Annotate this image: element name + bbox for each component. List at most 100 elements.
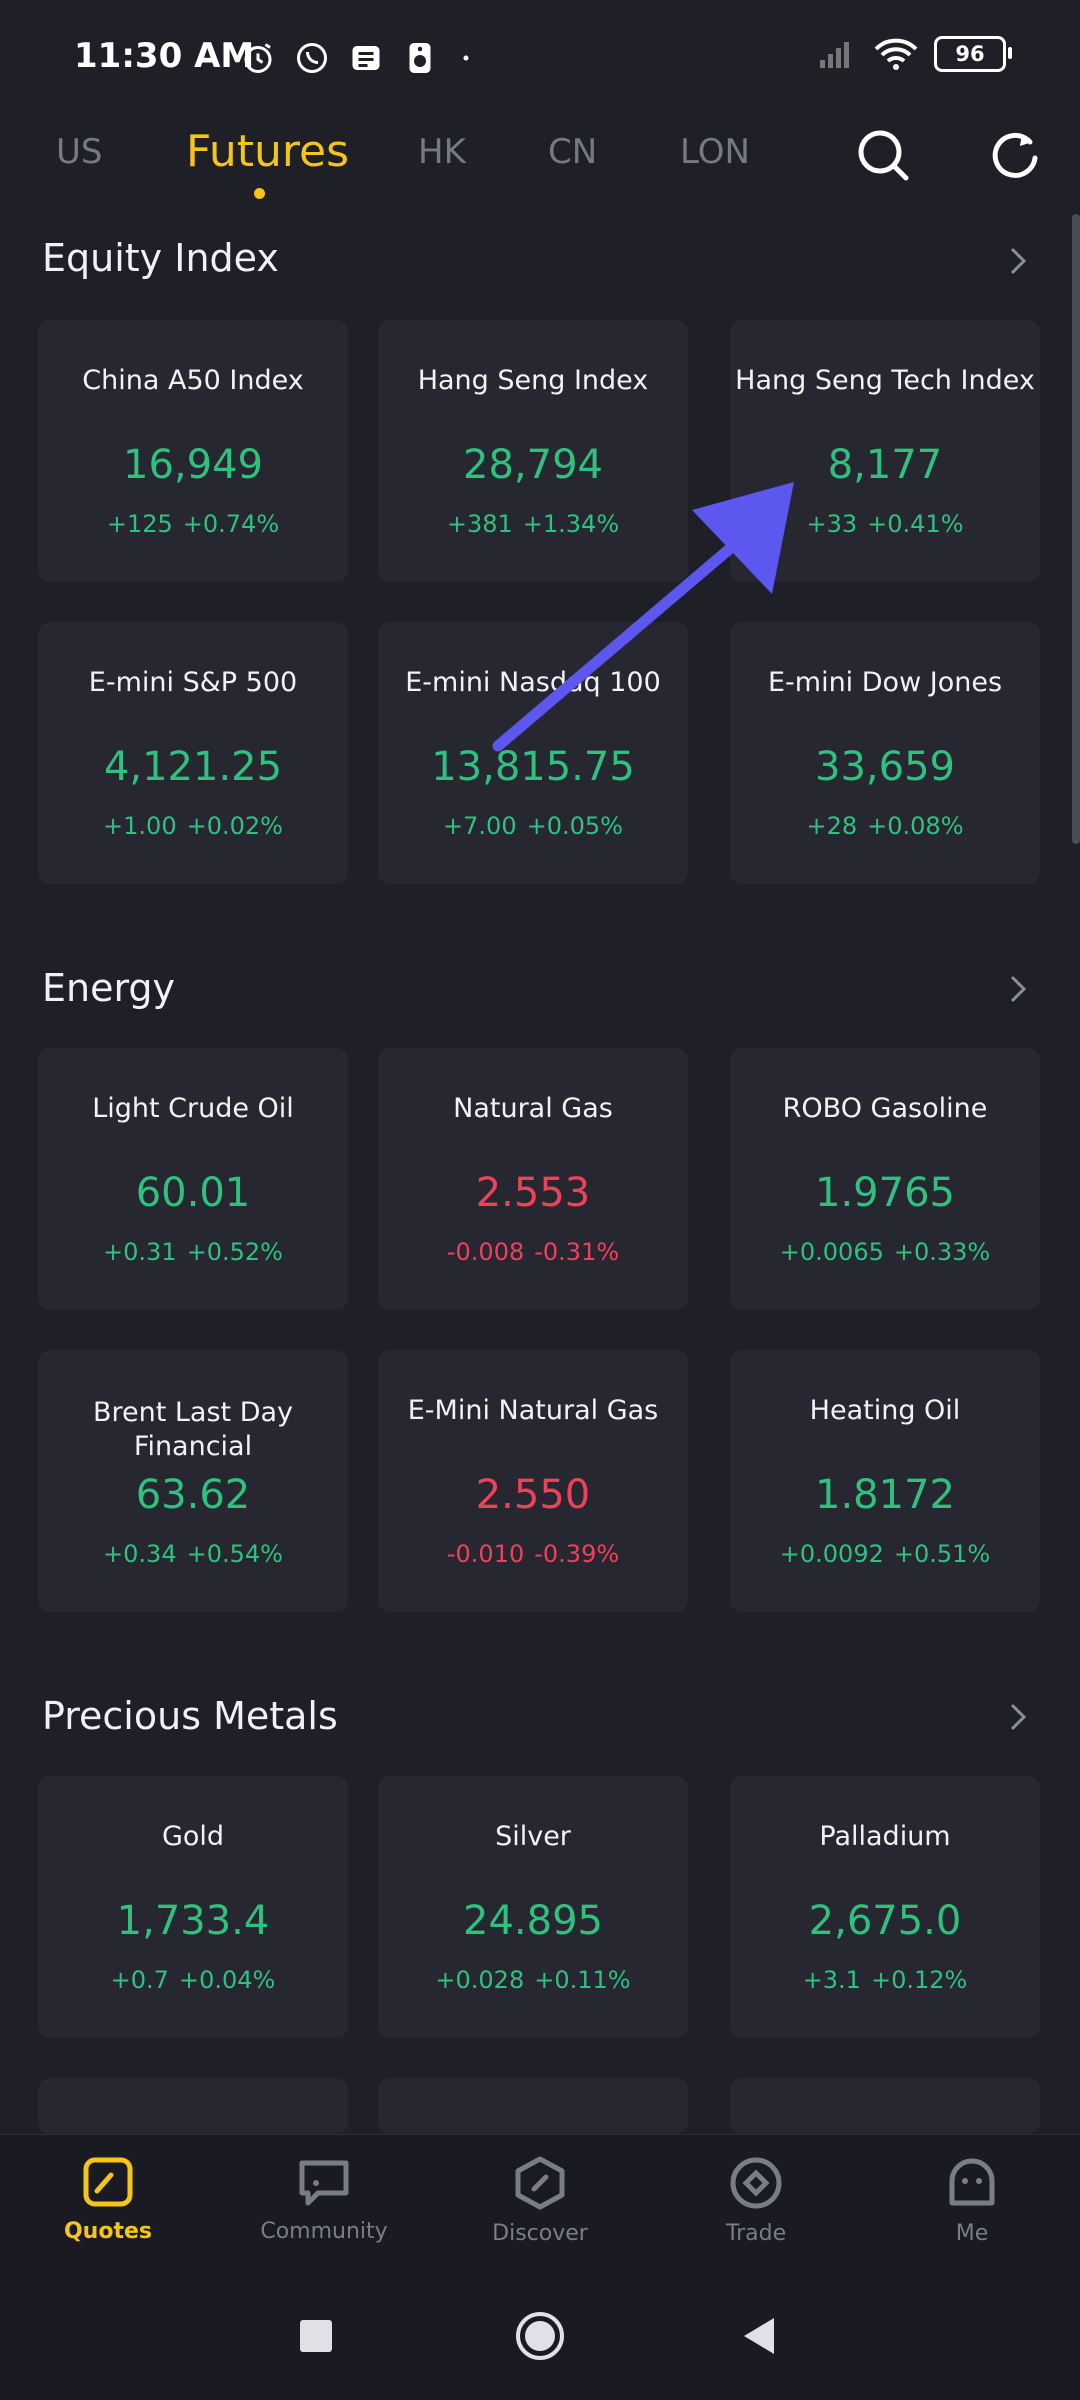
change-abs: -0.010	[446, 1540, 525, 1568]
section-title-equity-index[interactable]: Equity Index	[42, 236, 279, 280]
card-name: China A50 Index	[82, 365, 304, 396]
community-icon	[299, 2160, 349, 2206]
quote-card-brent[interactable]: Brent Last Day Financial 63.62 +0.34 +0.5…	[38, 1350, 348, 1612]
quote-card-light-crude-oil[interactable]: Light Crude Oil 60.01 +0.31 +0.52%	[38, 1048, 348, 1310]
card-name: ROBO Gasoline	[782, 1093, 988, 1124]
tab-lon[interactable]: LON	[680, 132, 750, 172]
card-price: 16,949	[123, 442, 263, 488]
battery-indicator: 96	[934, 36, 1012, 72]
card-change: +125 +0.74%	[38, 510, 348, 538]
quote-card-palladium[interactable]: Palladium 2,675.0 +3.1 +0.12%	[730, 1776, 1040, 2038]
card-price: 8,177	[827, 442, 943, 488]
change-pct: -0.39%	[534, 1540, 620, 1568]
card-change: +0.34 +0.54%	[38, 1540, 348, 1568]
quote-card-partial[interactable]	[730, 2078, 1040, 2134]
change-abs: +33	[806, 510, 858, 538]
card-change: +0.028 +0.11%	[378, 1966, 688, 1994]
change-abs: +0.028	[435, 1966, 525, 1994]
quote-card-emini-natural-gas[interactable]: E-Mini Natural Gas 2.550 -0.010 -0.39%	[378, 1350, 688, 1612]
nav-me[interactable]: Me	[892, 2155, 1052, 2246]
quote-card-gold[interactable]: Gold 1,733.4 +0.7 +0.04%	[38, 1776, 348, 2038]
nav-label: Trade	[725, 2221, 787, 2246]
scrollbar[interactable]	[1072, 214, 1080, 844]
change-pct: +0.54%	[186, 1540, 283, 1568]
quote-card-emini-nasdaq[interactable]: E-mini Nasdaq 100 13,815.75 +7.00 +0.05%	[378, 622, 688, 884]
change-pct: +0.02%	[186, 812, 283, 840]
quote-card-partial[interactable]	[38, 2078, 348, 2134]
nav-discover[interactable]: Discover	[460, 2155, 620, 2246]
tab-hk[interactable]: HK	[418, 132, 466, 172]
quote-card-partial[interactable]	[378, 2078, 688, 2134]
recents-icon[interactable]	[298, 2318, 334, 2354]
quote-card-china-a50[interactable]: China A50 Index 16,949 +125 +0.74%	[38, 320, 348, 582]
section-title-energy[interactable]: Energy	[42, 966, 176, 1010]
section-title-precious-metals[interactable]: Precious Metals	[42, 1694, 338, 1738]
change-pct: +0.04%	[178, 1966, 276, 1994]
dot-icon	[463, 55, 469, 61]
card-price: 1.9765	[815, 1170, 955, 1216]
status-time: 11:30 AM	[74, 36, 255, 76]
home-icon[interactable]	[514, 2310, 566, 2362]
change-abs: +0.34	[103, 1540, 177, 1568]
change-abs: +125	[106, 510, 173, 538]
wifi-icon	[874, 38, 918, 70]
card-change: +7.00 +0.05%	[378, 812, 688, 840]
quote-card-heating-oil[interactable]: Heating Oil 1.8172 +0.0092 +0.51%	[730, 1350, 1040, 1612]
nav-trade[interactable]: Trade	[676, 2155, 836, 2246]
market-tabs: US Futures HK CN LON	[0, 118, 1080, 216]
active-tab-indicator	[254, 188, 265, 199]
card-change: +1.00 +0.02%	[38, 812, 348, 840]
card-price: 2,675.0	[808, 1898, 962, 1944]
message-icon	[352, 46, 380, 70]
tab-cn[interactable]: CN	[548, 132, 598, 172]
search-icon[interactable]	[856, 128, 910, 182]
card-change: +3.1 +0.12%	[730, 1966, 1040, 1994]
me-icon	[949, 2158, 995, 2206]
change-abs: +7.00	[443, 812, 517, 840]
card-price: 1.8172	[815, 1472, 955, 1518]
quote-card-emini-dow[interactable]: E-mini Dow Jones 33,659 +28 +0.08%	[730, 622, 1040, 884]
status-bar: 11:30 AM 96	[0, 0, 1080, 118]
chevron-right-icon[interactable]	[1008, 974, 1030, 1004]
card-change: +0.0092 +0.51%	[730, 1540, 1040, 1568]
card-price: 2.553	[475, 1170, 591, 1216]
quote-card-natural-gas[interactable]: Natural Gas 2.553 -0.008 -0.31%	[378, 1048, 688, 1310]
nav-label: Community	[260, 2219, 388, 2244]
card-name: Natural Gas	[453, 1093, 613, 1124]
change-abs: +28	[806, 812, 858, 840]
change-abs: +381	[446, 510, 513, 538]
quote-card-robo-gasoline[interactable]: ROBO Gasoline 1.9765 +0.0065 +0.33%	[730, 1048, 1040, 1310]
quote-card-hang-seng[interactable]: Hang Seng Index 28,794 +381 +1.34%	[378, 320, 688, 582]
quote-card-emini-sp500[interactable]: E-mini S&P 500 4,121.25 +1.00 +0.02%	[38, 622, 348, 884]
chevron-right-icon[interactable]	[1008, 246, 1030, 276]
card-price: 60.01	[135, 1170, 251, 1216]
tab-us[interactable]: US	[56, 132, 103, 172]
system-nav-bar	[0, 2280, 1080, 2400]
change-pct: +1.34%	[522, 510, 620, 538]
nav-label: Discover	[492, 2221, 588, 2246]
change-pct: +0.33%	[893, 1238, 991, 1266]
refresh-icon[interactable]	[990, 128, 1040, 182]
change-abs: +1.00	[103, 812, 177, 840]
tab-futures[interactable]: Futures	[186, 126, 350, 177]
change-pct: +0.74%	[182, 510, 280, 538]
nav-community[interactable]: Community	[244, 2155, 404, 2244]
card-price: 2.550	[475, 1472, 591, 1518]
quote-card-silver[interactable]: Silver 24.895 +0.028 +0.11%	[378, 1776, 688, 2038]
bottom-nav: Quotes Community Discover Trade Me	[0, 2134, 1080, 2281]
card-change: +381 +1.34%	[378, 510, 688, 538]
card-price: 13,815.75	[431, 744, 635, 790]
chevron-right-icon[interactable]	[1008, 1702, 1030, 1732]
card-price: 28,794	[463, 442, 603, 488]
quote-card-hang-seng-tech[interactable]: Hang Seng Tech Index 8,177 +33 +0.41%	[730, 320, 1040, 582]
change-abs: +0.0065	[779, 1238, 884, 1266]
nav-label: Quotes	[63, 2219, 152, 2244]
card-name: E-mini Dow Jones	[767, 667, 1003, 698]
change-pct: +0.11%	[534, 1966, 631, 1994]
nav-quotes[interactable]: Quotes	[28, 2155, 188, 2244]
notification-icons	[240, 40, 476, 76]
card-name: Brent Last Day Financial	[92, 1397, 294, 1462]
change-pct: +0.08%	[867, 812, 964, 840]
back-icon[interactable]	[740, 2316, 778, 2356]
change-pct: +0.52%	[186, 1238, 283, 1266]
